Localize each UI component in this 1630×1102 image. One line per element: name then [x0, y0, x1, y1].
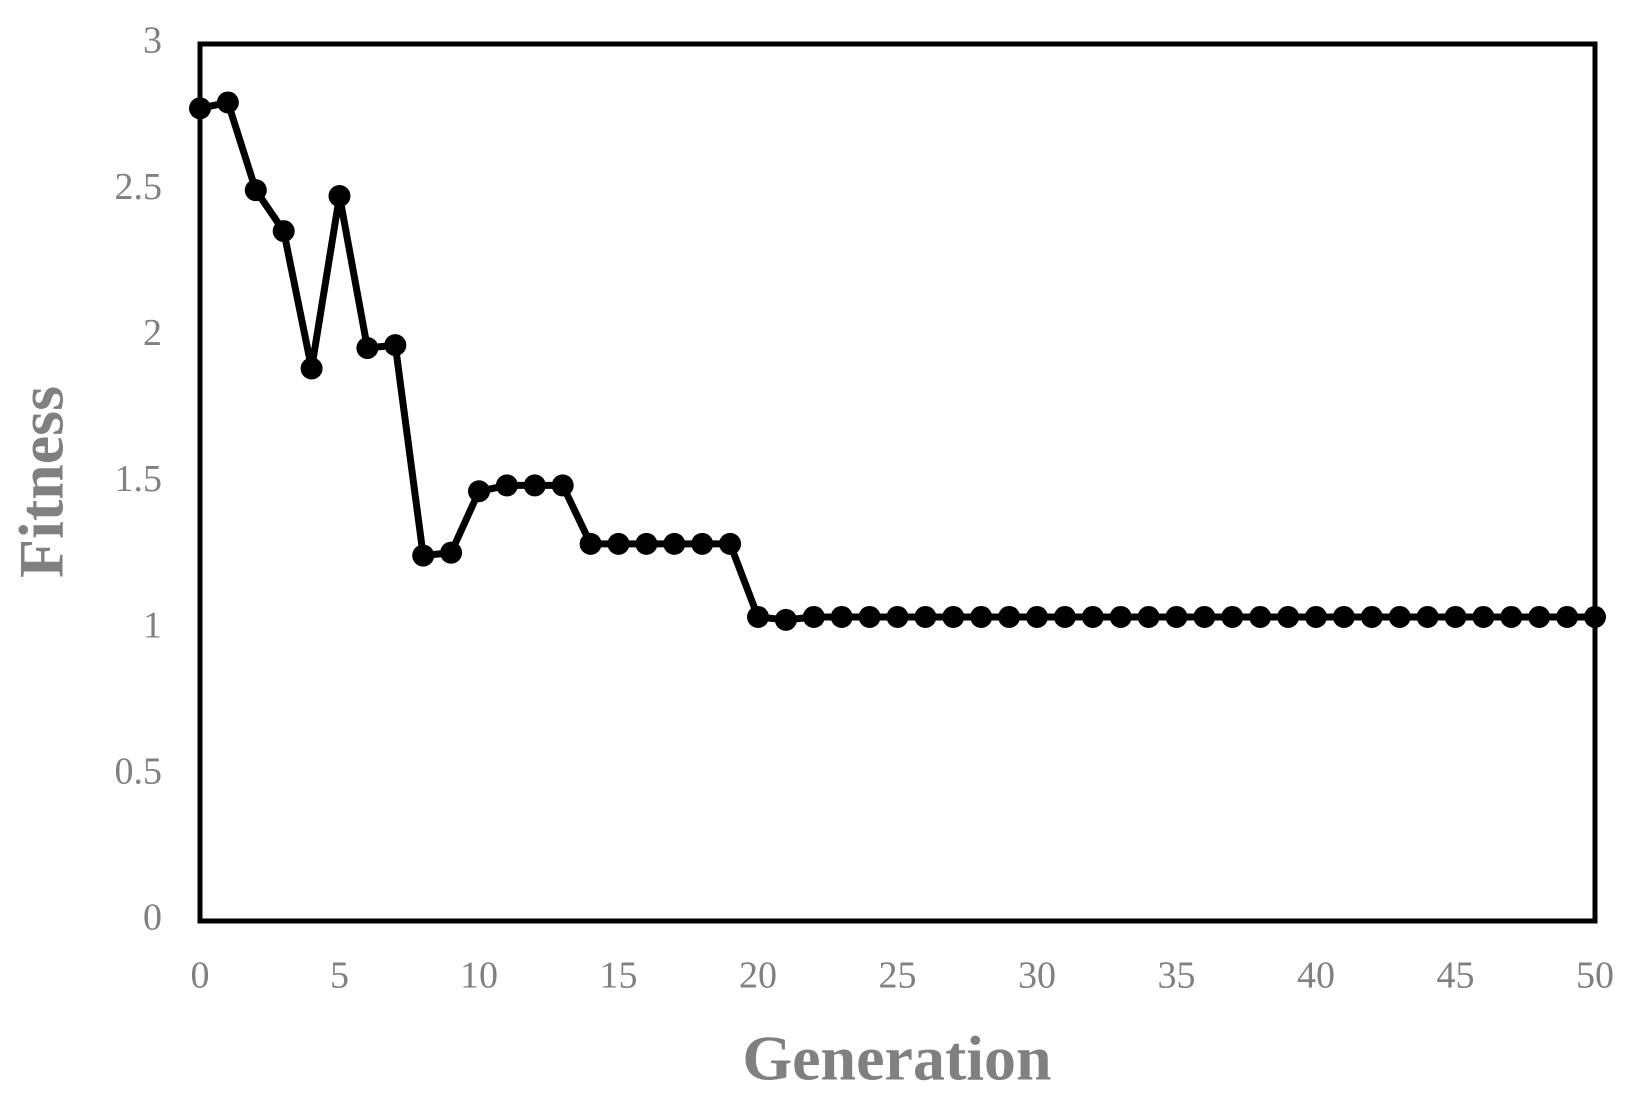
- data-point: [216, 91, 239, 114]
- data-point: [1416, 605, 1439, 628]
- y-tick-label: 1: [143, 604, 162, 646]
- y-tick-label: 0: [143, 897, 162, 939]
- data-point: [942, 605, 965, 628]
- data-point: [412, 544, 435, 567]
- data-point: [998, 605, 1021, 628]
- data-point: [970, 605, 993, 628]
- x-tick-label: 40: [1297, 955, 1335, 997]
- x-tick-label: 30: [1018, 955, 1056, 997]
- x-tick-label: 45: [1437, 955, 1475, 997]
- y-tick-label: 2: [143, 312, 162, 354]
- y-axis-title: Fitness: [6, 386, 77, 578]
- x-tick-label: 15: [600, 955, 638, 997]
- y-tick-label: 3: [143, 20, 162, 62]
- data-point: [1388, 605, 1411, 628]
- y-tick-label: 0.5: [115, 751, 163, 793]
- data-point: [468, 480, 490, 503]
- data-point: [1081, 605, 1104, 628]
- x-tick-label: 25: [879, 955, 917, 997]
- x-tick-label: 10: [460, 955, 498, 997]
- x-tick-label: 5: [330, 955, 349, 997]
- data-point: [1500, 605, 1523, 628]
- data-point: [440, 541, 463, 564]
- data-point: [747, 605, 769, 628]
- data-point: [1556, 605, 1579, 628]
- data-point: [1444, 605, 1467, 628]
- data-point: [523, 474, 546, 497]
- data-point: [1109, 605, 1132, 628]
- data-point: [1193, 605, 1216, 628]
- data-point: [774, 608, 797, 631]
- data-point: [551, 474, 574, 497]
- data-point: [1305, 605, 1327, 628]
- data-point: [189, 97, 211, 120]
- plot-frame: [197, 41, 1598, 924]
- data-point: [1221, 605, 1244, 628]
- x-tick-label: 35: [1158, 955, 1196, 997]
- data-point: [663, 532, 686, 555]
- data-point: [607, 532, 630, 555]
- data-point: [1528, 605, 1551, 628]
- data-point: [1584, 605, 1606, 628]
- data-point: [300, 357, 323, 380]
- data-point: [1053, 605, 1076, 628]
- data-point: [1249, 605, 1272, 628]
- y-tick-label: 2.5: [115, 166, 163, 208]
- x-tick-label: 50: [1576, 955, 1614, 997]
- data-point: [1360, 605, 1383, 628]
- data-point: [802, 605, 825, 628]
- data-point: [914, 605, 937, 628]
- data-point: [830, 605, 853, 628]
- data-point: [384, 334, 407, 357]
- series-line: [199, 98, 1595, 624]
- data-point: [1332, 605, 1355, 628]
- data-point: [886, 605, 909, 628]
- data-point: [1026, 605, 1048, 628]
- data-point: [1277, 605, 1300, 628]
- y-tick-label: 1.5: [115, 458, 163, 500]
- data-point: [1165, 605, 1188, 628]
- data-point: [691, 532, 714, 555]
- data-point: [635, 532, 658, 555]
- data-point: [495, 474, 518, 497]
- data-point: [1472, 605, 1495, 628]
- data-point: [356, 337, 379, 360]
- x-tick-label: 0: [191, 955, 210, 997]
- data-point: [244, 179, 267, 202]
- x-axis-title: Generation: [742, 1023, 1051, 1094]
- data-point: [858, 605, 881, 628]
- data-point: [328, 185, 351, 208]
- data-point: [1137, 605, 1160, 628]
- x-tick-label: 20: [739, 955, 777, 997]
- data-point: [579, 532, 602, 555]
- data-point: [719, 532, 742, 555]
- data-point: [272, 220, 295, 243]
